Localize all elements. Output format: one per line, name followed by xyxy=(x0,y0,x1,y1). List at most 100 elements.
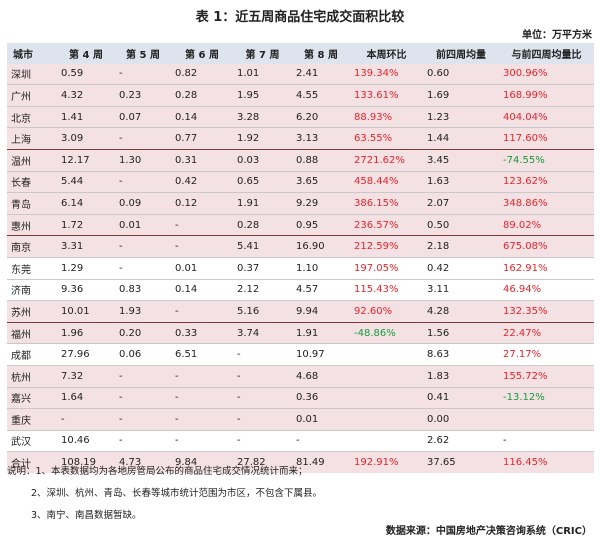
avg4-cell: 4.28 xyxy=(423,300,499,323)
w4-cell: 27.96 xyxy=(57,343,115,366)
w5-cell: - xyxy=(115,171,171,194)
w7-cell: 0.03 xyxy=(233,148,292,172)
w4-cell: 12.17 xyxy=(57,148,115,172)
avg4-cell: 1.56 xyxy=(423,321,499,345)
header-cell: 第 6 周 xyxy=(171,43,233,64)
w6-cell: 0.42 xyxy=(171,171,233,194)
w4-cell: 4.32 xyxy=(57,84,115,107)
city-cell: 温州 xyxy=(7,148,57,172)
w5-cell: 0.23 xyxy=(115,84,171,107)
avg4-cell: 1.69 xyxy=(423,84,499,107)
comparison-table: 城市 第 4 周 第 5 周 第 6 周 第 7 周 第 8 周 本周环比 前四… xyxy=(7,43,594,473)
w4-cell: 1.41 xyxy=(57,106,115,129)
vs-cell: 348.86% xyxy=(499,192,594,215)
w4-cell: 1.64 xyxy=(57,387,115,410)
w7-cell: 1.91 xyxy=(233,192,292,215)
table-row: 济南 9.36 0.83 0.14 2.12 4.57 115.43% 3.11 46.94% xyxy=(7,279,594,302)
w4-cell: 1.72 xyxy=(57,214,115,237)
avg4-cell: 3.45 xyxy=(423,148,499,172)
avg4-cell: 2.07 xyxy=(423,192,499,215)
wow-cell: 212.59% xyxy=(350,235,423,258)
w4-cell: 1.96 xyxy=(57,321,115,345)
w5-cell: - xyxy=(115,257,171,280)
w8-cell: 9.29 xyxy=(292,192,350,215)
header-cell: 第 7 周 xyxy=(233,43,292,64)
table-row: 惠州 1.72 0.01-0.28 0.95 236.57% 0.50 89.02% xyxy=(7,214,594,237)
vs-cell: 123.62% xyxy=(499,171,594,194)
city-cell: 重庆 xyxy=(7,408,57,431)
avg4-cell: 1.83 xyxy=(423,365,499,388)
note-line: 说明：1、本表数据均为各地房管局公布的商品住宅成交情况统计而来； xyxy=(7,466,308,477)
table-row: 青岛 6.14 0.09 0.12 1.91 9.29 386.15% 2.07 348.86% xyxy=(7,192,594,215)
table-row: 广州 4.32 0.23 0.28 1.95 4.55 133.61% 1.69 168.99% xyxy=(7,84,594,107)
table-body: 深圳 0.59-0.82 1.01 2.41 139.34% 0.60 300.96% 广州 4… xyxy=(7,63,594,473)
table-title: 表 1：近五周商品住宅成交面积比较 xyxy=(195,10,405,25)
vs-cell: 89.02% xyxy=(499,214,594,237)
vs-cell: - xyxy=(499,430,594,453)
header-row: 城市 第 4 周 第 5 周 第 6 周 第 7 周 第 8 周 本周环比 前四… xyxy=(7,43,594,64)
w6-cell: - xyxy=(171,408,233,431)
w4-cell: 10.46 xyxy=(57,430,115,453)
table-row: 深圳 0.59-0.82 1.01 2.41 139.34% 0.60 300.96% xyxy=(7,63,594,86)
city-cell: 南京 xyxy=(7,235,57,258)
avg4-cell: 1.44 xyxy=(423,127,499,150)
w6-cell: - xyxy=(171,300,233,323)
w7-cell: - xyxy=(233,343,292,366)
city-cell: 深圳 xyxy=(7,63,57,86)
w6-cell: 0.14 xyxy=(171,279,233,302)
city-cell: 东莞 xyxy=(7,257,57,280)
city-cell: 成都 xyxy=(7,343,57,366)
city-cell: 上海 xyxy=(7,127,57,150)
w8-cell: - xyxy=(292,430,350,453)
w4-cell: 7.32 xyxy=(57,365,115,388)
table-row: 上海 3.09-0.77 1.92 3.13 63.55% 1.44 117.60% xyxy=(7,127,594,150)
w6-cell: 0.77 xyxy=(171,127,233,150)
w6-cell: 0.01 xyxy=(171,257,233,280)
avg4-cell: 3.11 xyxy=(423,279,499,302)
vs-cell: -74.55% xyxy=(499,148,594,172)
table-row: 杭州 7.32- - -4.68 1.83 155.72% xyxy=(7,365,594,388)
w8-cell: 0.36 xyxy=(292,387,350,410)
table-row: 温州 12.17 1.30 0.31 0.03 0.88 2721.62% 3.45 -74.5… xyxy=(7,148,594,172)
w7-cell: 1.95 xyxy=(233,84,292,107)
table-row: 南京 3.31- -5.41 16.90 212.59% 2.18 675.08% xyxy=(7,235,594,258)
avg4-cell: 37.65 xyxy=(423,451,499,473)
city-cell: 长春 xyxy=(7,171,57,194)
avg4-cell: 0.42 xyxy=(423,257,499,280)
w8-cell: 4.68 xyxy=(292,365,350,388)
w5-cell: 1.93 xyxy=(115,300,171,323)
w8-cell: 16.90 xyxy=(292,235,350,258)
vs-cell: 27.17% xyxy=(499,343,594,366)
w8-cell: 0.95 xyxy=(292,214,350,237)
header-cell: 前四周均量 xyxy=(423,43,499,64)
w6-cell: 6.51 xyxy=(171,343,233,366)
header-cell: 第 8 周 xyxy=(292,43,350,64)
w5-cell: 0.09 xyxy=(115,192,171,215)
wow-cell: 2721.62% xyxy=(350,148,423,172)
w4-cell: 3.09 xyxy=(57,127,115,150)
header-cell: 第 4 周 xyxy=(57,43,115,64)
w4-cell: 0.59 xyxy=(57,63,115,86)
wow-cell: 63.55% xyxy=(350,127,423,150)
w7-cell: 5.16 xyxy=(233,300,292,323)
city-cell: 合计 xyxy=(7,451,57,473)
wow-cell xyxy=(350,365,423,388)
w8-cell: 1.10 xyxy=(292,257,350,280)
w5-cell: 4.73 xyxy=(115,451,171,473)
w7-cell: - xyxy=(233,387,292,410)
avg4-cell: 2.62 xyxy=(423,430,499,453)
w7-cell: 2.12 xyxy=(233,279,292,302)
w6-cell: - xyxy=(171,387,233,410)
w6-cell: 0.28 xyxy=(171,84,233,107)
w5-cell: 0.07 xyxy=(115,106,171,129)
w8-cell: 81.49 xyxy=(292,451,350,473)
wow-cell: 197.05% xyxy=(350,257,423,280)
w7-cell: 3.28 xyxy=(233,106,292,129)
w4-cell: 10.01 xyxy=(57,300,115,323)
wow-cell: 133.61% xyxy=(350,84,423,107)
w6-cell: - xyxy=(171,430,233,453)
w4-cell: 3.31 xyxy=(57,235,115,258)
w6-cell: 0.82 xyxy=(171,63,233,86)
vs-cell: 132.35% xyxy=(499,300,594,323)
w7-cell: 0.37 xyxy=(233,257,292,280)
